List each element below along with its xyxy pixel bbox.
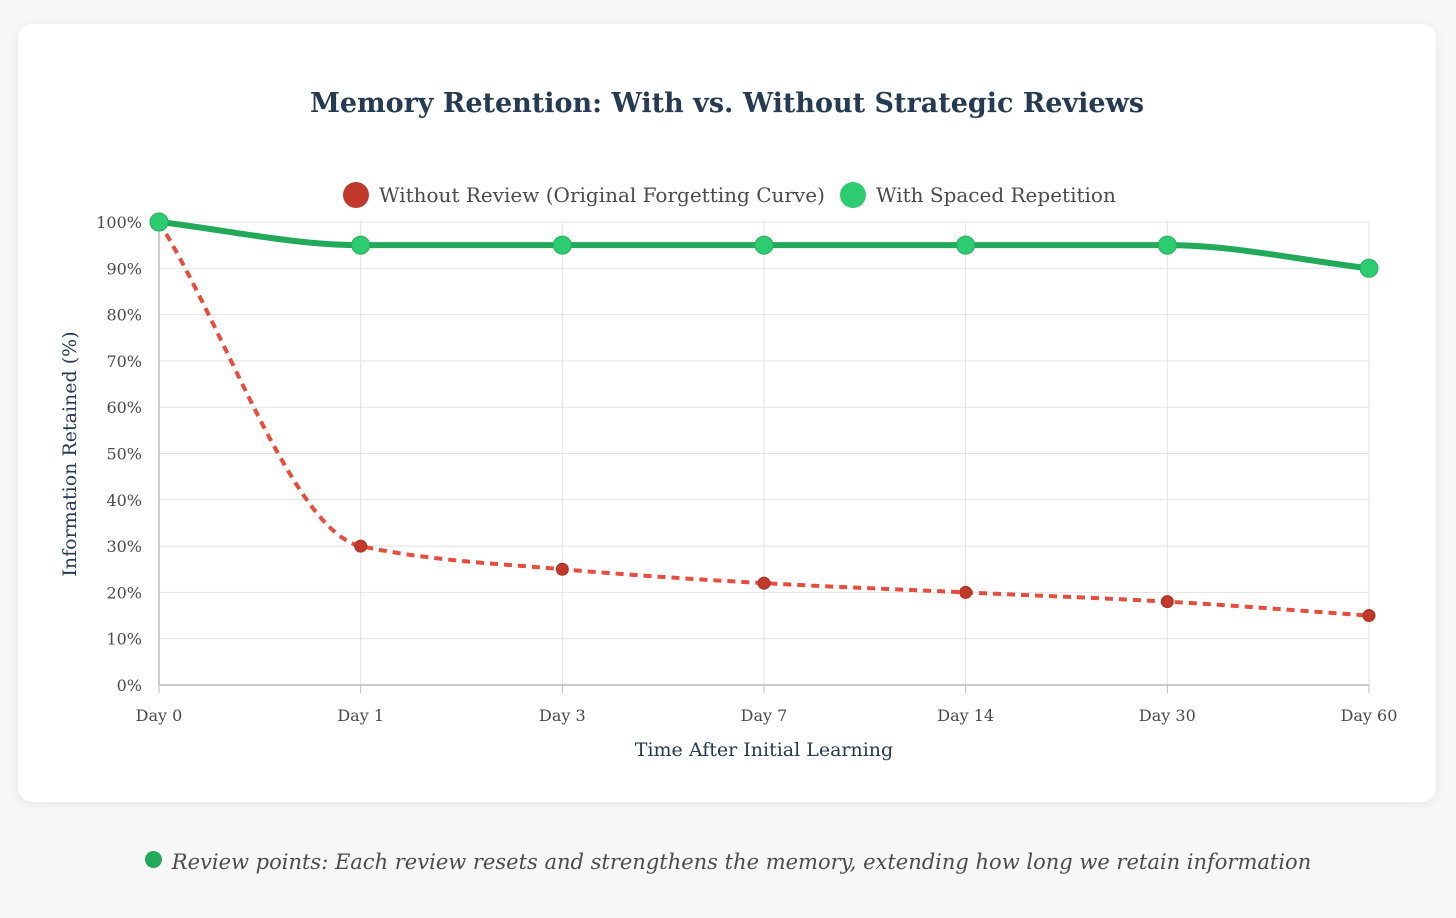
y-tick-label: 0%	[117, 676, 142, 695]
x-tick-label: Day 3	[539, 706, 586, 725]
data-point-with-spaced-repetition[interactable]	[754, 235, 774, 255]
x-tick-label: Day 60	[1341, 706, 1398, 725]
chart-title: Memory Retention: With vs. Without Strat…	[310, 88, 1144, 119]
y-axis-label: Information Retained (%)	[59, 331, 81, 576]
x-tick-labels: Day 0 Day 1 Day 3 Day 7 Day 14 Day 30 Day 60	[136, 706, 1398, 725]
data-point-with-spaced-repetition[interactable]	[351, 235, 371, 255]
legend-label-without-review[interactable]: Without Review (Original Forgetting Curv…	[379, 183, 825, 207]
data-point-with-spaced-repetition[interactable]	[1359, 258, 1379, 278]
x-tick-label: Day 14	[937, 706, 994, 725]
grid	[159, 221, 1370, 685]
y-tick-label: 80%	[106, 306, 142, 325]
y-tick-label: 100%	[96, 213, 142, 232]
x-tick-label: Day 0	[136, 706, 183, 725]
x-tick-label: Day 30	[1139, 706, 1196, 725]
review-point-dot-icon	[144, 851, 162, 868]
data-point-with-spaced-repetition[interactable]	[1157, 235, 1177, 255]
data-point-with-spaced-repetition[interactable]	[149, 212, 169, 232]
legend-marker-without-review[interactable]	[343, 182, 369, 208]
x-tick-label: Day 7	[741, 706, 788, 725]
series-layer	[149, 212, 1379, 623]
data-point-without-review[interactable]	[757, 576, 771, 590]
data-point-without-review[interactable]	[354, 539, 368, 553]
data-point-with-spaced-repetition[interactable]	[956, 235, 976, 255]
y-tick-label: 10%	[106, 630, 142, 649]
chart-card	[18, 24, 1436, 802]
y-tick-label: 60%	[106, 398, 142, 417]
data-point-without-review[interactable]	[555, 562, 569, 576]
data-point-without-review[interactable]	[959, 585, 973, 599]
axes	[158, 222, 1370, 693]
y-tick-label: 40%	[106, 491, 142, 510]
y-tick-label: 70%	[106, 352, 142, 371]
y-tick-labels: 0% 10% 20% 30% 40% 50% 60% 70% 80% 90% 100%	[96, 213, 142, 695]
y-tick-label: 30%	[106, 537, 142, 556]
y-tick-label: 90%	[106, 259, 142, 278]
data-point-without-review[interactable]	[1160, 595, 1174, 609]
y-tick-label: 50%	[106, 445, 142, 464]
y-tick-label: 20%	[106, 583, 142, 602]
x-tick-label: Day 1	[337, 706, 384, 725]
data-point-without-review[interactable]	[1362, 609, 1376, 623]
legend: Without Review (Original Forgetting Curv…	[343, 182, 1116, 208]
footnote: Review points: Each review resets and st…	[0, 850, 1456, 874]
legend-marker-with-spaced-repetition[interactable]	[840, 182, 866, 208]
x-axis-label: Time After Initial Learning	[635, 739, 893, 761]
footnote-text: Review points: Each review resets and st…	[171, 850, 1312, 874]
data-point-with-spaced-repetition[interactable]	[552, 235, 572, 255]
legend-label-with-spaced-repetition[interactable]: With Spaced Repetition	[876, 183, 1116, 207]
